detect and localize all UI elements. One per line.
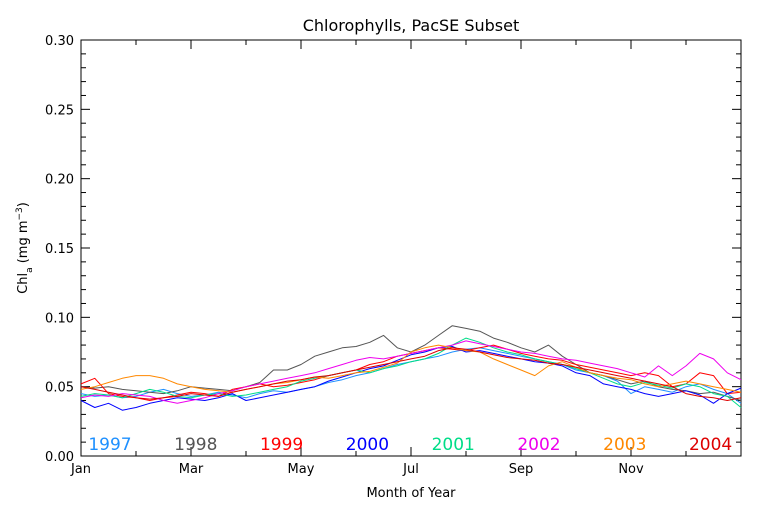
series-line-2000: [80, 346, 742, 411]
legend-label-1998: 1998: [174, 435, 217, 455]
x-tick-label: Mar: [179, 462, 204, 477]
y-axis-title: Chla (mg m−3): [15, 202, 35, 294]
y-tick-label: 0.20: [45, 173, 74, 188]
x-tick-label: Jan: [70, 462, 91, 477]
series-line-2003: [80, 344, 742, 393]
legend-label-2002: 2002: [517, 435, 560, 455]
y-tick-label: 0.00: [45, 450, 74, 465]
y-axis-title-unit: (mg m: [16, 220, 31, 267]
series-line-1997: [80, 347, 742, 404]
x-tick-label: May: [288, 462, 315, 477]
x-tick-label: Nov: [618, 462, 644, 477]
series-line-2004: [80, 347, 742, 401]
legend-label-1999: 1999: [260, 435, 303, 455]
x-tick-label: Jul: [402, 462, 419, 477]
y-tick-label: 0.15: [45, 242, 74, 257]
legend-label-2001: 2001: [432, 435, 475, 455]
y-tick-label: 0.05: [45, 381, 74, 396]
x-axis-title: Month of Year: [366, 486, 456, 501]
x-tick-label: Sep: [509, 462, 534, 477]
y-tick-label: 0.30: [45, 34, 74, 49]
legend-label-2000: 2000: [346, 435, 389, 455]
legend-label-1997: 1997: [88, 435, 131, 455]
legend-label-2003: 2003: [603, 435, 646, 455]
y-tick-label: 0.25: [45, 103, 74, 118]
y-axis-title-main: Chl: [16, 273, 31, 294]
y-tick-label: 0.10: [45, 311, 74, 326]
chart-title: Chlorophylls, PacSE Subset: [303, 16, 520, 35]
y-axis-title-unit-close: ): [16, 202, 31, 207]
y-axis-title-exponent: −3: [15, 207, 25, 220]
series-line-2002: [80, 340, 742, 404]
series-line-1998: [80, 325, 742, 401]
plot-frame: [80, 39, 742, 457]
y-axis-title-subscript: a: [25, 267, 35, 273]
series-line-2001: [80, 337, 742, 408]
legend-label-2004: 2004: [689, 435, 732, 455]
